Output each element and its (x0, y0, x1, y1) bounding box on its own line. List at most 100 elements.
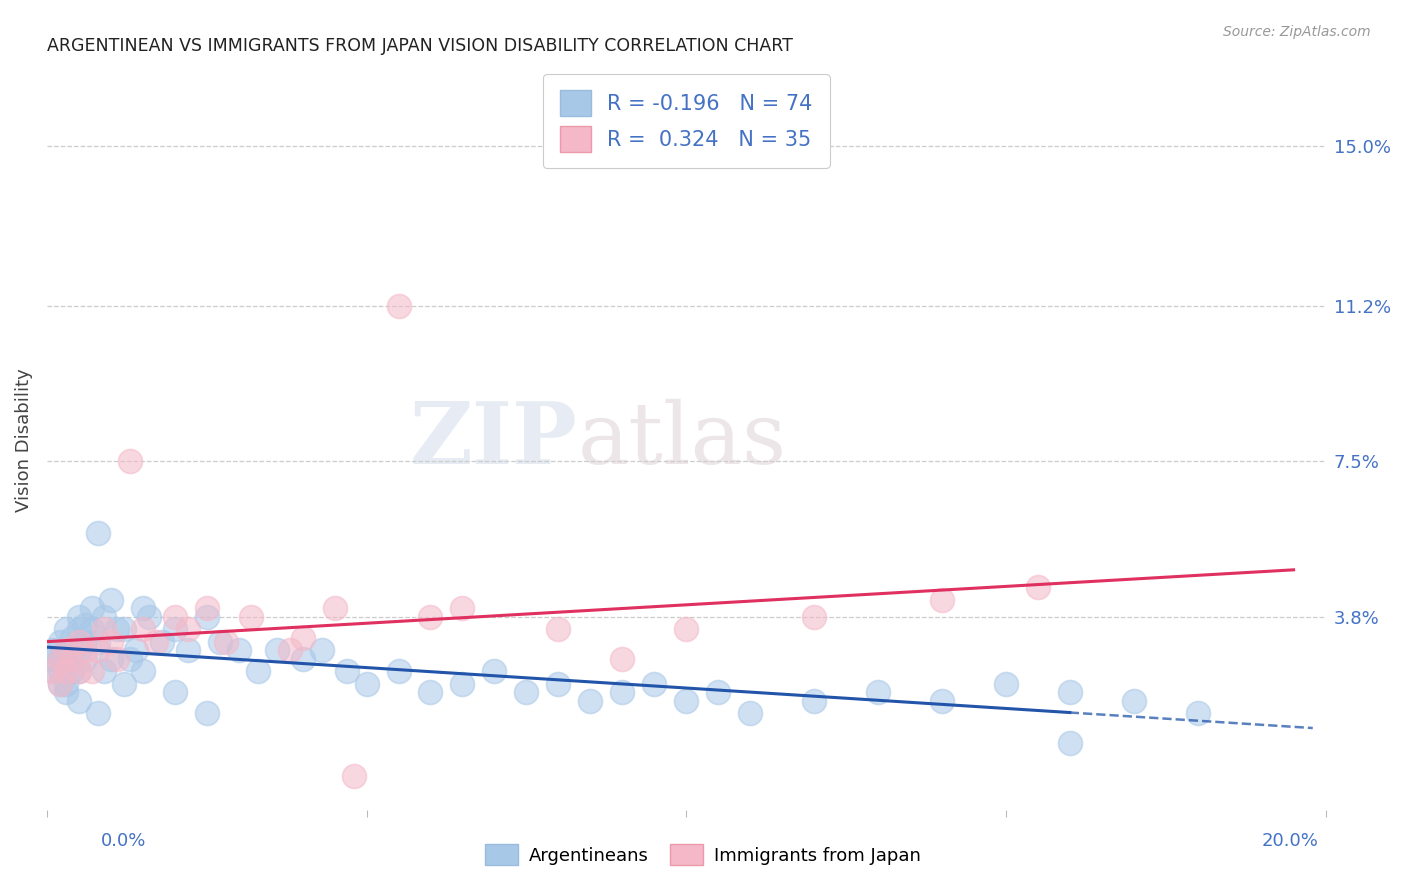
Point (118, 454, 141, 468)
Point (215, 635, 238, 649)
Point (48, 665, 70, 679)
Point (208, 635, 231, 649)
Point (55, 685, 77, 699)
Point (48, 677, 70, 691)
Point (42, 665, 65, 679)
Point (278, 643, 301, 657)
Point (67, 610, 90, 624)
Point (176, 643, 198, 657)
Point (419, 610, 441, 624)
Point (42, 665, 65, 679)
Point (1122, 694, 1144, 708)
Point (612, 652, 634, 666)
Point (67, 623, 90, 637)
Point (75, 643, 97, 657)
Point (163, 610, 186, 624)
Point (55, 656, 77, 670)
Point (118, 652, 141, 666)
Point (55, 643, 77, 657)
Point (75, 652, 97, 666)
Point (707, 685, 730, 699)
Point (195, 601, 218, 615)
Point (866, 685, 889, 699)
Point (931, 593, 953, 607)
Point (387, 299, 409, 313)
Point (740, 706, 762, 721)
Point (55, 665, 77, 679)
Point (87, 706, 110, 721)
Text: ZIP: ZIP (409, 399, 578, 483)
Point (176, 623, 198, 637)
Point (87, 525, 110, 540)
Point (42, 652, 65, 666)
Point (93, 610, 115, 624)
Point (132, 601, 155, 615)
Point (138, 610, 160, 624)
Point (451, 677, 474, 691)
Text: 0.0%: 0.0% (101, 831, 146, 849)
Point (67, 643, 90, 657)
Point (55, 623, 77, 637)
Point (100, 652, 122, 666)
Point (484, 665, 506, 679)
Point (112, 677, 135, 691)
Y-axis label: Vision Disability: Vision Disability (15, 368, 32, 512)
Point (80, 623, 103, 637)
Point (1059, 736, 1081, 750)
Point (145, 635, 167, 649)
Point (419, 685, 441, 699)
Point (291, 652, 314, 666)
Point (931, 694, 953, 708)
Point (311, 643, 333, 657)
Point (62, 652, 84, 666)
Point (803, 694, 825, 708)
Point (48, 652, 70, 666)
Point (55, 677, 77, 691)
Point (195, 706, 218, 721)
Point (612, 685, 634, 699)
Point (67, 665, 90, 679)
Point (451, 601, 474, 615)
Point (675, 694, 697, 708)
Point (150, 635, 173, 649)
Point (994, 677, 1017, 691)
Point (67, 694, 90, 708)
Point (62, 631, 84, 645)
Point (75, 635, 97, 649)
Point (387, 665, 409, 679)
Point (195, 610, 218, 624)
Legend: Argentineans, Immigrants from Japan: Argentineans, Immigrants from Japan (478, 837, 928, 872)
Point (67, 665, 90, 679)
Point (105, 623, 128, 637)
Point (93, 665, 115, 679)
Point (42, 643, 65, 657)
Point (87, 643, 110, 657)
Point (1059, 685, 1081, 699)
Point (1187, 706, 1209, 721)
Point (579, 694, 602, 708)
Point (515, 685, 537, 699)
Text: ARGENTINEAN VS IMMIGRANTS FROM JAPAN VISION DISABILITY CORRELATION CHART: ARGENTINEAN VS IMMIGRANTS FROM JAPAN VIS… (46, 37, 793, 55)
Point (48, 677, 70, 691)
Point (266, 643, 288, 657)
Text: Source: ZipAtlas.com: Source: ZipAtlas.com (1223, 25, 1371, 39)
Point (343, 770, 366, 784)
Point (100, 593, 122, 607)
Point (246, 665, 269, 679)
Point (643, 677, 665, 691)
Point (75, 618, 97, 632)
Point (803, 610, 825, 624)
Point (291, 631, 314, 645)
Point (80, 665, 103, 679)
Point (105, 652, 128, 666)
Point (125, 643, 148, 657)
Point (228, 643, 250, 657)
Point (163, 623, 186, 637)
Point (132, 623, 155, 637)
Point (93, 623, 115, 637)
Legend: R = -0.196   N = 74, R =  0.324   N = 35: R = -0.196 N = 74, R = 0.324 N = 35 (543, 74, 830, 169)
Point (547, 677, 569, 691)
Point (100, 635, 122, 649)
Point (240, 610, 263, 624)
Point (80, 601, 103, 615)
